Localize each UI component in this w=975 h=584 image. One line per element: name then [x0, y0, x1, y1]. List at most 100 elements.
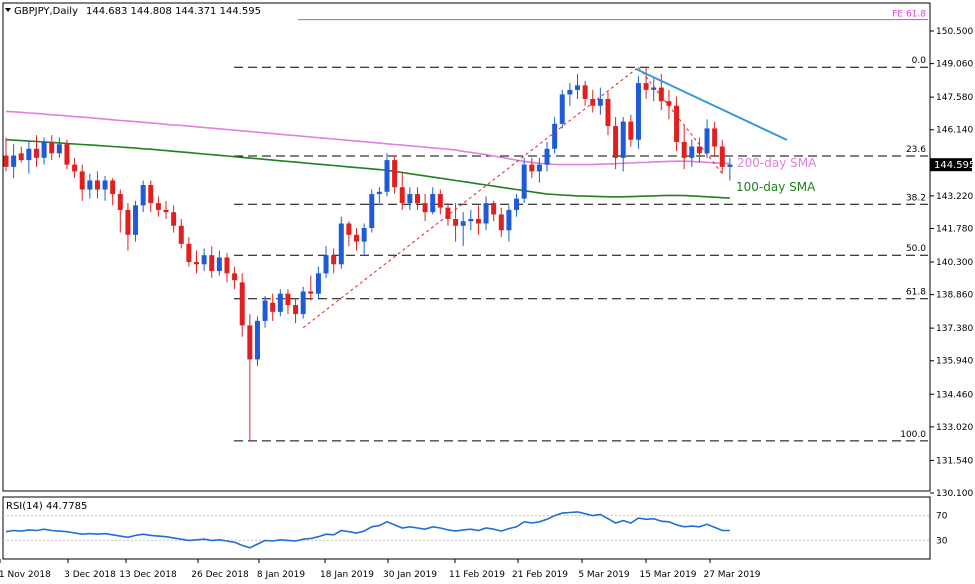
candle-body [651, 87, 657, 90]
candle-body [247, 325, 253, 360]
candles [3, 67, 733, 441]
candle-body [216, 257, 222, 272]
collapse-triangle-icon[interactable] [5, 8, 11, 12]
candle-body [567, 89, 573, 95]
candle [506, 205, 512, 242]
candle-body [422, 203, 428, 213]
date-tick-label: 30 Jan 2019 [383, 570, 437, 580]
candle [628, 114, 634, 147]
candle [727, 157, 733, 181]
date-tick-label: 11 Feb 2019 [449, 570, 505, 580]
candle-body [430, 194, 436, 213]
candle [110, 178, 116, 206]
candle-body [414, 194, 420, 204]
candle [696, 137, 702, 163]
candle-body [620, 121, 626, 158]
annotations [302, 66, 788, 329]
candle-body [201, 255, 207, 265]
candle [155, 196, 161, 217]
date-tick-label: 3 Dec 2018 [64, 570, 116, 580]
candle [140, 180, 146, 213]
candle [529, 157, 535, 179]
candle-body [232, 273, 238, 281]
sma200-line [5, 110, 730, 166]
candle [414, 187, 420, 210]
candle [346, 221, 352, 247]
candle-body [666, 101, 672, 106]
symbol-label: GBPJPY,Daily [14, 6, 78, 17]
candle-body [399, 187, 405, 204]
candle-body [628, 121, 634, 140]
candle-body [475, 218, 481, 224]
fib-extension-label: FE 61.8 [892, 10, 926, 20]
candle [232, 266, 238, 290]
price-tick-label: 130.100 [936, 489, 973, 499]
date-tick-label: 8 Jan 2019 [257, 570, 305, 580]
candle-body [64, 144, 70, 165]
rsi-label: RSI(14) 44.7785 [6, 501, 87, 512]
candle-body [376, 191, 382, 195]
candle-body [117, 194, 123, 210]
candle [338, 216, 344, 269]
candle-body [643, 83, 649, 90]
candle [300, 286, 306, 319]
candle [498, 207, 504, 238]
candle [674, 96, 680, 152]
candle-body [681, 141, 687, 158]
candle [102, 175, 108, 201]
candle [323, 246, 329, 278]
candle [133, 200, 139, 242]
date-tick-label: 15 Mar 2019 [639, 570, 696, 580]
candle [361, 223, 367, 256]
candle [651, 78, 657, 102]
candle-body [178, 225, 184, 244]
candle [72, 157, 78, 179]
candle [41, 137, 47, 165]
candle [704, 119, 710, 158]
candle-body [270, 302, 276, 312]
candle-body [155, 203, 161, 210]
candle [247, 314, 253, 441]
fib-level-label: 0.0 [912, 56, 927, 66]
candle-body [582, 85, 588, 99]
candle [64, 139, 70, 170]
fib-level-label: 23.6 [906, 145, 926, 155]
candle [384, 153, 390, 197]
candle [239, 273, 245, 337]
sma100-line [5, 138, 730, 199]
candle-body [506, 209, 512, 231]
candle-body [87, 180, 93, 190]
rsi-panel: 70 30 [3, 511, 948, 549]
support-trendline [302, 66, 639, 329]
candle [544, 141, 550, 172]
candle-body [712, 128, 718, 147]
candle-body [72, 164, 78, 172]
candle [148, 180, 154, 213]
candle-body [696, 146, 702, 154]
candle-body [498, 214, 504, 231]
date-tick-label: 5 Mar 2019 [578, 570, 630, 580]
candle-body [453, 218, 459, 226]
candle-body [544, 148, 550, 165]
candle-body [49, 141, 55, 154]
date-tick-label: 21 Feb 2019 [512, 570, 568, 580]
candle-body [125, 209, 131, 235]
price-tick-label: 133.020 [936, 423, 973, 433]
candle-body [308, 291, 314, 294]
candle [643, 67, 649, 99]
candle [445, 203, 451, 226]
candle [216, 250, 222, 276]
price-tick-label: 131.540 [936, 456, 973, 466]
candle [262, 295, 268, 328]
candle [315, 266, 321, 299]
candle [56, 137, 62, 158]
price-tick-label: 135.940 [936, 357, 973, 367]
candle-body [361, 228, 367, 242]
candle [514, 194, 520, 217]
candle-body [300, 291, 306, 315]
candle [605, 92, 611, 136]
price-tick-label: 146.140 [936, 126, 973, 136]
candle [194, 250, 199, 274]
candle-body [293, 305, 299, 315]
